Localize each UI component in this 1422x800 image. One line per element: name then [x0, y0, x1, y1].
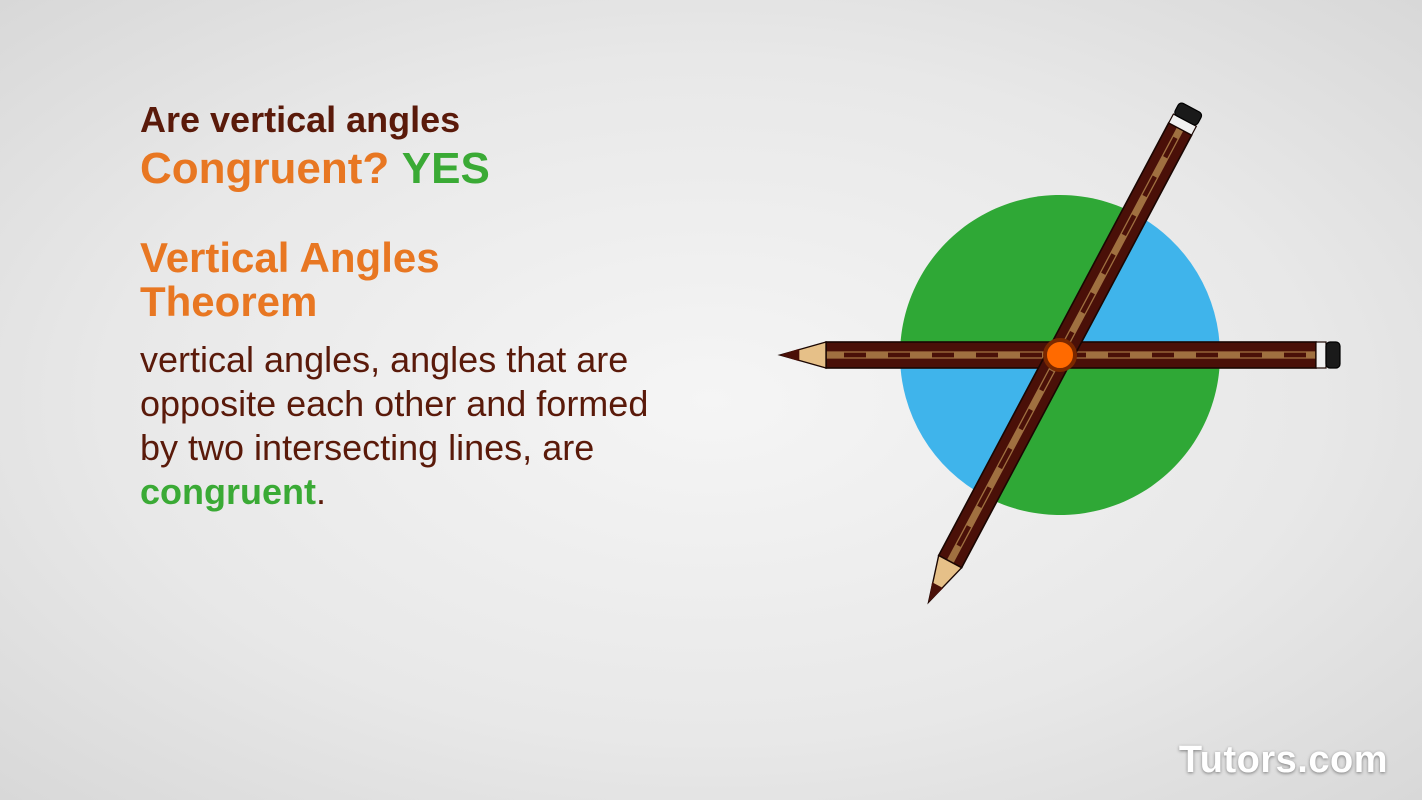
text-block: Are vertical angles Congruent? YES Verti… [140, 100, 660, 513]
question-line1: Are vertical angles [140, 100, 660, 140]
theorem-title-line1: Vertical Angles [140, 234, 440, 281]
vertex-point [1045, 340, 1075, 370]
theorem-body-pre: vertical angles, angles that are opposit… [140, 339, 648, 468]
theorem-title: Vertical Angles Theorem [140, 236, 660, 324]
question-answer: YES [402, 144, 490, 193]
theorem-body: vertical angles, angles that are opposit… [140, 338, 660, 514]
watermark: Tutors.com [1179, 739, 1388, 782]
question-congruent: Congruent? [140, 144, 389, 193]
pencil-diagram [760, 80, 1360, 680]
theorem-body-post: . [316, 471, 326, 512]
theorem-title-line2: Theorem [140, 278, 317, 325]
question-line2: Congruent? YES [140, 144, 660, 194]
theorem-body-highlight: congruent [140, 471, 316, 512]
